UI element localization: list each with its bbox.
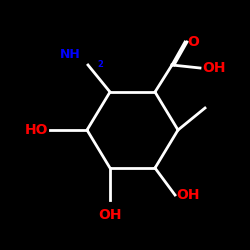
Text: NH: NH (60, 48, 81, 62)
Text: OH: OH (98, 208, 122, 222)
Text: OH: OH (202, 61, 226, 75)
Text: 2: 2 (97, 60, 103, 69)
Text: OH: OH (176, 188, 200, 202)
Text: HO: HO (24, 123, 48, 137)
Text: O: O (187, 35, 199, 49)
